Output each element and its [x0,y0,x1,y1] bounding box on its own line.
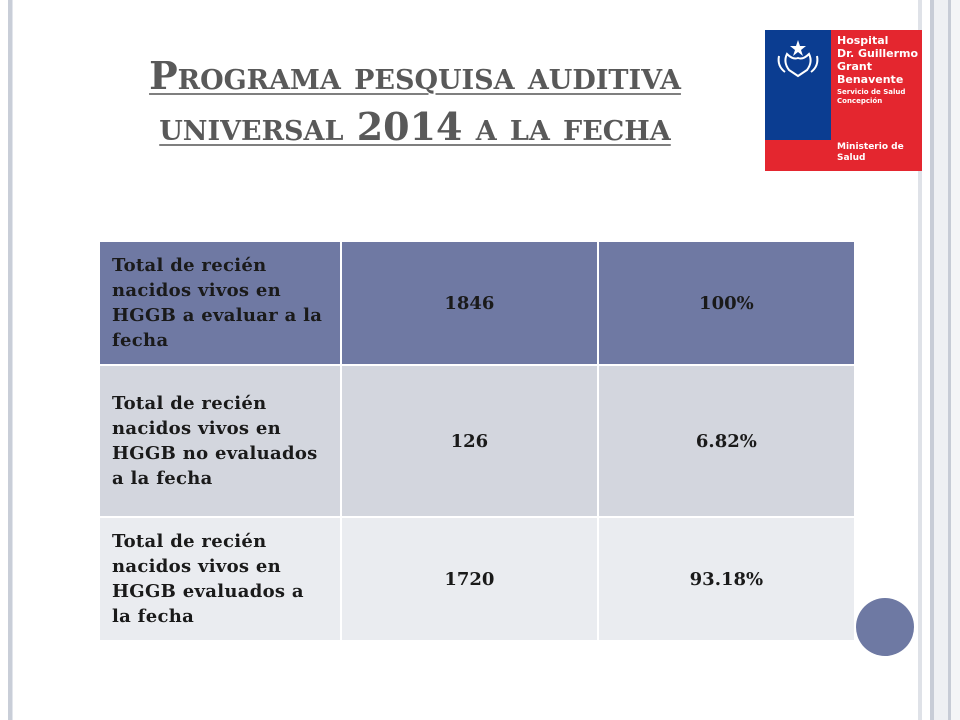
table-row: Total de recién nacidos vivos en HGGB no… [98,364,857,518]
row-label: Total de recién nacidos vivos en HGGB no… [98,364,342,518]
row-label: Total de recién nacidos vivos en HGGB ev… [98,516,342,642]
logo-ministry-name: Ministerio de Salud [837,142,904,163]
hospital-logo: Hospital Dr. Guillermo Grant Benavente S… [765,30,922,171]
row-percent: 6.82% [596,364,857,518]
slide-title: Programa pesquisa auditiva universal 201… [80,50,750,153]
row-value: 1720 [339,516,599,642]
row-value: 126 [339,364,599,518]
slide-title-line-1: Programa pesquisa auditiva [149,53,681,98]
logo-service-name: Servicio de Salud Concepción [837,88,906,105]
logo-red-panel [831,30,922,171]
table-row: Total de recién nacidos vivos en HGGB a … [98,240,857,366]
decorative-circle [856,598,914,656]
logo-red-strip [765,140,831,171]
newborn-hearing-table: Total de recién nacidos vivos en HGGB a … [98,240,857,642]
logo-hospital-name: Hospital Dr. Guillermo Grant Benavente [837,34,919,86]
chile-crest-icon [777,40,819,78]
row-percent: 100% [596,240,857,366]
row-label: Total de recién nacidos vivos en HGGB a … [98,240,342,366]
row-value: 1846 [339,240,599,366]
table-row: Total de recién nacidos vivos en HGGB ev… [98,516,857,642]
row-percent: 93.18% [596,516,857,642]
slide-frame-left [8,0,13,720]
slide-title-line-2: universal 2014 a la fecha [159,104,671,150]
slide-frame-right [918,0,960,720]
